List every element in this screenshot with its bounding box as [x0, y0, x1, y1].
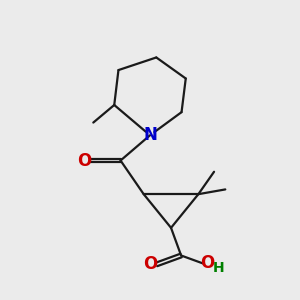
Text: O: O	[200, 254, 214, 272]
Text: O: O	[143, 255, 158, 273]
Text: H: H	[213, 261, 225, 274]
Text: N: N	[143, 126, 157, 144]
Text: O: O	[77, 152, 91, 169]
